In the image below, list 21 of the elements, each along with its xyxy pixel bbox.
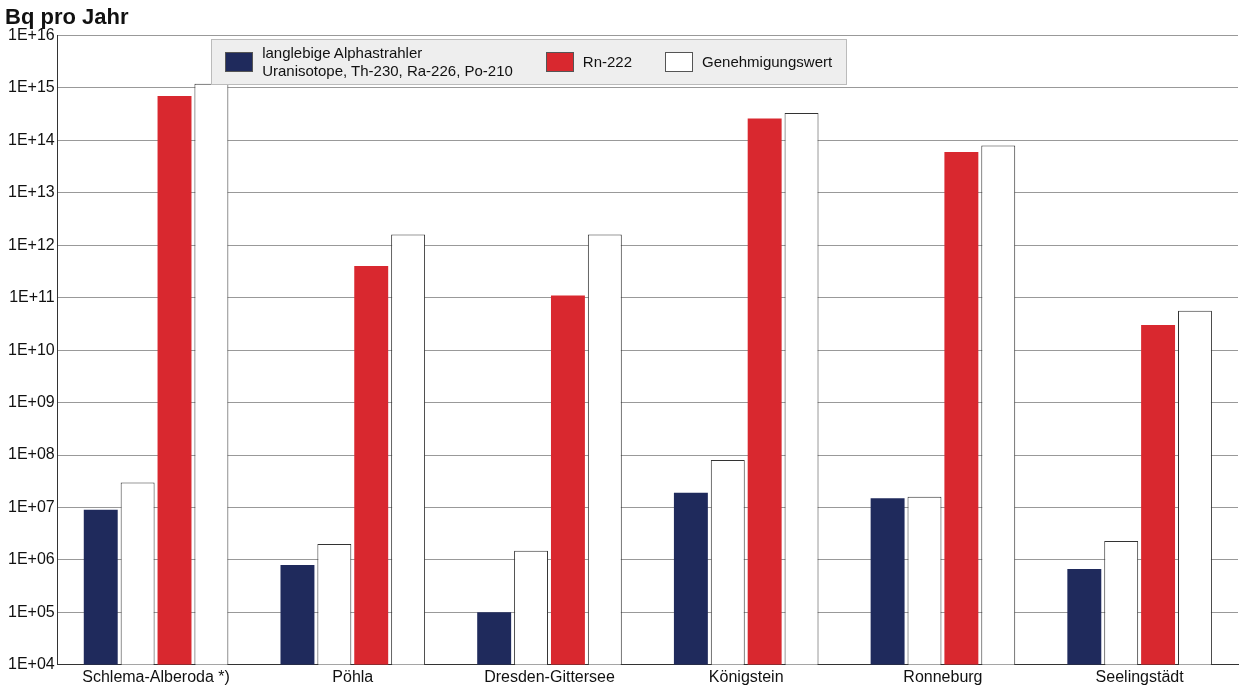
y-tick-label: 1E+13: [7, 183, 55, 201]
legend-label: Genehmigungswert: [702, 53, 833, 72]
y-tick-label: 1E+10: [7, 340, 55, 358]
y-tick-label: 1E+15: [7, 78, 55, 96]
y-tick-label: 1E+14: [7, 130, 55, 148]
y-tick-label: 1E+05: [7, 602, 55, 620]
y-tick-label: 1E+09: [7, 392, 55, 410]
x-tick-label: Königstein: [708, 667, 784, 685]
x-tick-label: Schlema-Alberoda *): [82, 667, 230, 685]
y-tick-label: 1E+08: [7, 445, 55, 463]
x-tick-label: Pöhla: [332, 667, 374, 685]
x-tick-label: Ronneburg: [903, 667, 983, 685]
y-tick-label: 1E+11: [9, 288, 55, 306]
y-tick-label: 1E+04: [7, 655, 55, 673]
x-tick-label: Seelingstädt: [1095, 667, 1185, 685]
y-tick-label: 1E+12: [7, 235, 55, 253]
y-tick-label: 1E+06: [7, 550, 55, 568]
x-tick-label: Dresden-Gittersee: [484, 667, 615, 685]
legend-label: Rn-222: [582, 53, 633, 72]
legend-label: langlebige Alphastrahler Uranisotope, Th-230, Ra-226, Po-210: [262, 44, 513, 81]
y-tick-label: 1E+07: [7, 497, 55, 515]
